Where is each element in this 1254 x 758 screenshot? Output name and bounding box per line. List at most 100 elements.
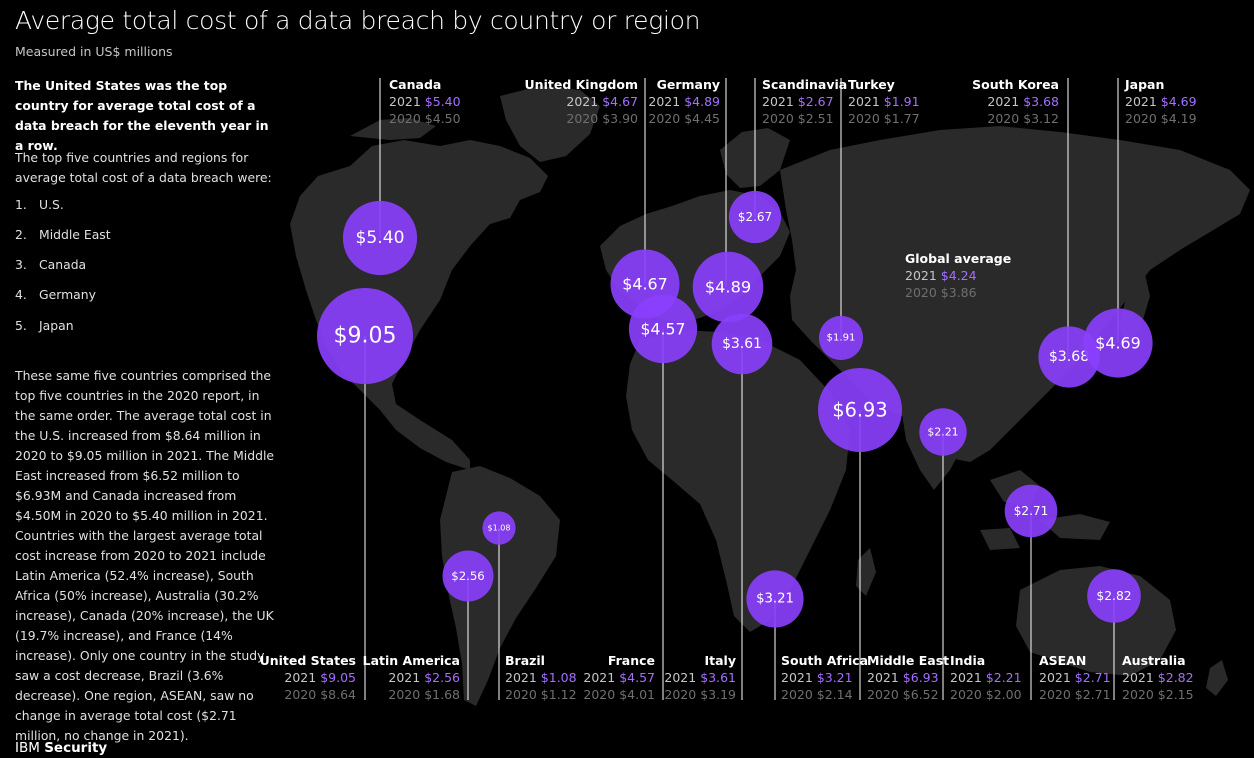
value-2021: 2021 $3.61: [664, 670, 736, 685]
value-2020-amount: $2.14: [817, 687, 853, 702]
value-2020-amount: $1.68: [424, 687, 460, 702]
value-2021-amount: $2.56: [424, 670, 460, 685]
year-2021-label: 2021: [505, 670, 541, 685]
bubble-label: $4.67: [622, 275, 668, 294]
value-2021: 2021 $2.21: [950, 670, 1022, 685]
year-2021-label: 2021: [987, 94, 1023, 109]
value-2020: 2020 $4.01: [583, 687, 655, 702]
bubble-label: $3.61: [722, 336, 762, 352]
value-2020-amount: $1.12: [541, 687, 577, 702]
bubble: [692, 251, 764, 323]
value-2020-amount: $8.64: [320, 687, 356, 702]
region-name: Canada: [389, 77, 441, 92]
value-2020: 2020 $4.45: [648, 111, 720, 126]
year-2021-label: 2021: [388, 670, 424, 685]
year-2020-label: 2020: [1122, 687, 1158, 702]
value-2021: 2021 $4.69: [1125, 94, 1197, 109]
value-2020: 2020 $4.19: [1125, 111, 1197, 126]
value-2021-amount: $3.61: [700, 670, 736, 685]
year-2020-label: 2020: [867, 687, 903, 702]
intro-text: The United States was the top country fo…: [15, 78, 269, 153]
region-name: France: [608, 653, 655, 668]
bubble-label: $1.08: [488, 524, 511, 533]
value-2021: 2021 $4.67: [566, 94, 638, 109]
year-2021-label: 2021: [950, 670, 986, 685]
value-2021-amount: $2.71: [1075, 670, 1111, 685]
value-2020-amount: $4.45: [684, 111, 720, 126]
value-2020-amount: $2.71: [1075, 687, 1111, 702]
value-2021: 2021 $2.82: [1122, 670, 1194, 685]
bubble: [746, 570, 804, 628]
region-name: ASEAN: [1039, 653, 1086, 668]
value-2021-amount: $4.89: [684, 94, 720, 109]
body-text: These same five countries comprised the …: [15, 368, 275, 743]
value-2020: 2020 $1.68: [388, 687, 460, 702]
value-2020: 2020 $3.90: [566, 111, 638, 126]
region-name: Scandinavia: [762, 77, 847, 92]
value-2021-amount: $4.24: [941, 268, 977, 283]
region-name: Middle East: [867, 653, 949, 668]
list-item: 3. Canada: [15, 257, 87, 272]
year-2020-label: 2020: [781, 687, 817, 702]
value-2020-amount: $2.51: [798, 111, 834, 126]
value-2020-amount: $3.12: [1023, 111, 1059, 126]
bubble-label: $5.40: [356, 228, 405, 248]
value-2021: 2021 $5.40: [389, 94, 461, 109]
year-2021-label: 2021: [1122, 670, 1158, 685]
bubble-label: $1.91: [827, 333, 856, 344]
value-2021: 2021 $2.56: [388, 670, 460, 685]
value-2021-amount: $5.40: [425, 94, 461, 109]
bubble: [818, 368, 902, 452]
value-2021-amount: $2.21: [986, 670, 1022, 685]
bubble-label: $2.71: [1014, 504, 1049, 518]
value-2020-amount: $3.90: [602, 111, 638, 126]
value-2021-amount: $1.91: [884, 94, 920, 109]
year-2021-label: 2021: [664, 670, 700, 685]
year-2020-label: 2020: [389, 111, 425, 126]
value-2020: 2020 $2.14: [781, 687, 853, 702]
year-2021-label: 2021: [848, 94, 884, 109]
value-2021-amount: $6.93: [903, 670, 939, 685]
value-2020-amount: $3.86: [941, 285, 977, 300]
value-2021: 2021 $4.24: [905, 268, 977, 283]
year-2020-label: 2020: [848, 111, 884, 126]
value-2021-amount: $2.67: [798, 94, 834, 109]
bubble: [818, 315, 864, 361]
value-2021-amount: $9.05: [320, 670, 356, 685]
brand-logo: IBM Security: [15, 740, 108, 756]
bubble: [728, 190, 782, 244]
value-2020: 2020 $2.00: [950, 687, 1022, 702]
bubble: [1083, 308, 1153, 378]
region-name: Italy: [705, 653, 737, 668]
value-2020: 2020 $3.86: [905, 285, 977, 300]
bubble: [1087, 569, 1141, 623]
year-2020-label: 2020: [388, 687, 424, 702]
top-five-intro: The top five countries and regions for a…: [15, 150, 272, 185]
year-2021-label: 2021: [583, 670, 619, 685]
region-name: South Africa: [781, 653, 868, 668]
value-2021-amount: $2.82: [1158, 670, 1194, 685]
list-item: 4. Germany: [15, 287, 96, 302]
year-2020-label: 2020: [664, 687, 700, 702]
value-2020: 2020 $2.15: [1122, 687, 1194, 702]
year-2020-label: 2020: [905, 285, 941, 300]
value-2021: 2021 $9.05: [284, 670, 356, 685]
region-name: Turkey: [848, 77, 895, 92]
year-2020-label: 2020: [648, 111, 684, 126]
year-2021-label: 2021: [781, 670, 817, 685]
bubble: [317, 288, 413, 384]
bubble-label: $9.05: [334, 324, 397, 349]
bubble-label: $2.82: [1096, 589, 1131, 603]
